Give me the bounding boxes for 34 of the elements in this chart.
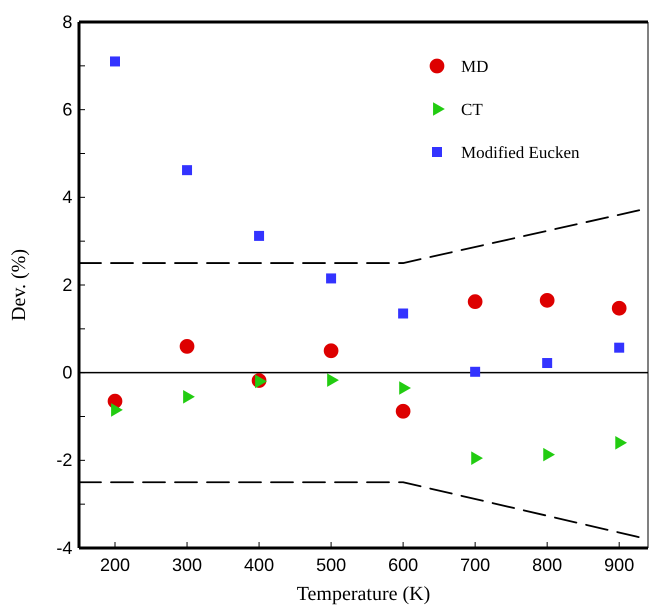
y-axis-title: Dev. (%) <box>8 248 30 322</box>
x-axis-title: Temperature (K) <box>296 583 430 605</box>
y-tick-label: -4 <box>56 538 72 558</box>
y-tick-label: 8 <box>62 12 72 32</box>
y-tick-label: 6 <box>62 99 72 120</box>
point <box>110 56 120 66</box>
x-tick-label: 800 <box>532 554 562 575</box>
legend-label: Modified Eucken <box>461 142 580 162</box>
point <box>326 273 336 284</box>
x-tick-label: 700 <box>460 554 490 575</box>
point <box>612 300 627 316</box>
x-tick-label: 200 <box>100 554 130 575</box>
point <box>180 339 194 354</box>
y-tick-label: 2 <box>62 274 72 295</box>
point <box>542 358 552 368</box>
legend-label: CT <box>461 100 484 119</box>
x-tick-label: 300 <box>172 554 202 575</box>
point <box>396 404 410 419</box>
point <box>182 165 192 176</box>
x-tick-label: 400 <box>244 554 274 575</box>
point <box>398 308 408 318</box>
y-tick-label: -2 <box>56 450 72 470</box>
point <box>254 230 264 241</box>
point <box>324 343 338 358</box>
point <box>470 366 480 377</box>
point <box>468 294 482 309</box>
y-tick-label: 0 <box>62 362 72 382</box>
point <box>540 293 555 308</box>
legend-label: MD <box>461 56 488 76</box>
x-tick-label: 900 <box>604 554 634 575</box>
x-tick-label: 600 <box>388 554 418 575</box>
point <box>614 342 624 353</box>
y-tick-label: 4 <box>62 187 72 208</box>
x-tick-label: 500 <box>316 554 346 575</box>
